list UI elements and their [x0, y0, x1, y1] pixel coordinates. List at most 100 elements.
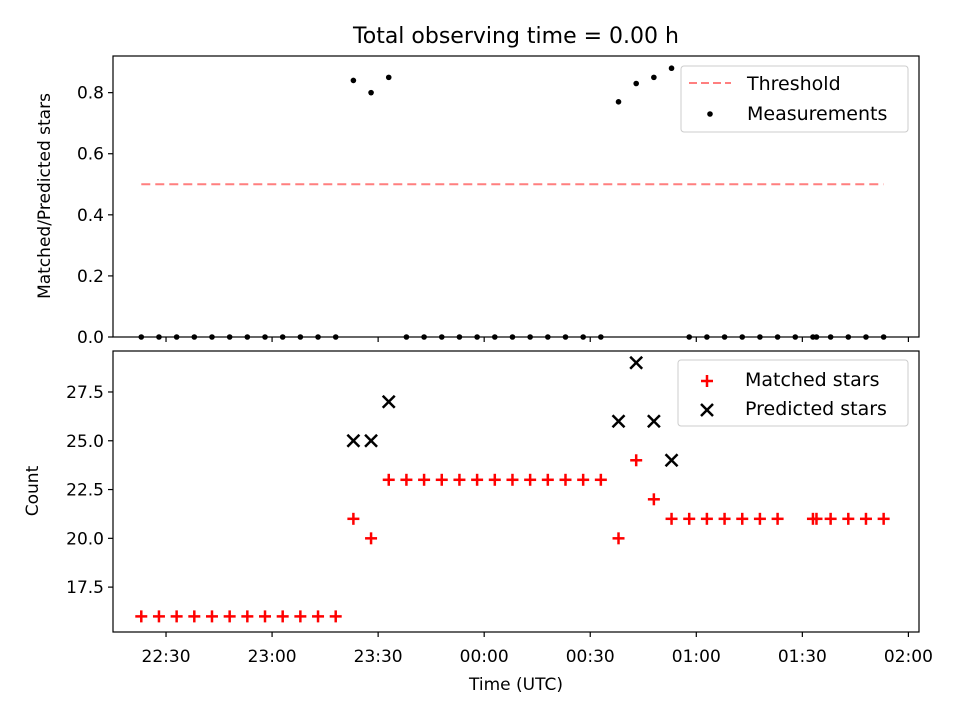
x-tick-label: 01:00 — [672, 647, 721, 667]
x-tick-label: 22:30 — [142, 647, 191, 667]
matched-stars-point — [559, 473, 572, 486]
measurement-point — [315, 334, 321, 340]
top-legend-box — [680, 65, 909, 133]
measurement-point — [209, 334, 215, 340]
bottom-y-tick-label: 17.5 — [66, 578, 104, 598]
predicted-stars-point — [646, 414, 661, 429]
bottom-y-tick-label: 20.0 — [66, 529, 104, 549]
matched-stars-point — [170, 610, 183, 623]
measurement-point — [332, 334, 339, 340]
matched-stars-point — [612, 532, 625, 545]
matched-stars-point — [365, 532, 378, 545]
matched-stars-point — [541, 473, 554, 486]
top-y-tick-label: 0.0 — [77, 328, 104, 348]
measurement-point — [244, 334, 251, 340]
matched-stars-point — [418, 473, 431, 486]
measurement-point — [880, 334, 887, 340]
top-axes-frame — [112, 55, 920, 338]
measurement-point — [863, 334, 869, 340]
matched-stars-point — [471, 473, 484, 486]
measurement-point — [350, 77, 357, 84]
measurement-point — [562, 334, 569, 340]
matched-stars-point — [577, 473, 590, 486]
measurement-point — [421, 334, 427, 340]
bottom-legend-box — [677, 359, 909, 427]
measurement-point — [138, 334, 145, 340]
measurement-point — [721, 334, 728, 340]
top-y-tick-label: 0.8 — [77, 84, 104, 104]
predicted-legend-label: Predicted stars — [745, 398, 887, 420]
matched-stars-point — [842, 512, 855, 525]
x-tick-label: 23:00 — [248, 647, 297, 667]
x-tick-label: 00:30 — [566, 647, 615, 667]
measurement-point — [491, 334, 498, 340]
bottom-y-tick-label: 27.5 — [66, 383, 104, 403]
bottom-ylabel: Count — [23, 465, 43, 516]
bottom-y-tick-label: 22.5 — [66, 481, 104, 501]
matched-stars-point — [135, 610, 148, 623]
matched-legend-swatch — [701, 375, 713, 387]
bottom-legend: Matched stars Predicted stars — [677, 359, 909, 427]
matched-stars-point — [771, 512, 784, 525]
matched-stars-point — [718, 512, 731, 525]
top-legend: Threshold Measurements — [680, 65, 909, 133]
count-panel: Count 22:30 23:00 23:30 00:00 00:30 01:00 01:3… — [23, 350, 933, 667]
measurement-point — [226, 334, 233, 340]
matched-stars-point — [647, 493, 660, 506]
matched-stars-point — [859, 512, 872, 525]
matched-stars-point — [594, 473, 607, 486]
x-tick-label: 01:30 — [778, 647, 827, 667]
matched-stars-point — [453, 473, 466, 486]
predicted-stars-point — [381, 394, 396, 409]
measurement-point — [474, 334, 480, 340]
measurement-point — [385, 74, 392, 81]
matched-stars-point — [665, 512, 678, 525]
predicted-stars-point — [629, 355, 644, 370]
measurement-point — [262, 334, 268, 340]
measurement-point — [403, 334, 410, 340]
measurement-point — [633, 80, 639, 87]
x-tick-label: 02:00 — [884, 647, 933, 667]
predicted-stars-point — [364, 433, 378, 448]
matched-stars-point — [753, 512, 766, 525]
ratio-panel: Matched/Predicted stars 0.00.20.40.60.8 … — [35, 55, 920, 348]
chart-title: Total observing time = 0.00 h — [352, 24, 679, 49]
matched-stars-point — [188, 610, 201, 623]
matched-stars-point — [877, 512, 890, 525]
matched-stars-point — [241, 610, 254, 623]
bottom-y-tick-label: 25.0 — [66, 432, 104, 452]
matched-stars-point — [736, 512, 749, 525]
measurement-point — [173, 334, 180, 340]
matched-stars-point — [824, 512, 837, 525]
measurement-point — [757, 334, 763, 340]
top-y-tick-label: 0.4 — [77, 206, 104, 226]
threshold-legend-label: Threshold — [746, 73, 841, 95]
measurement-point — [774, 334, 781, 340]
measurement-point — [598, 334, 604, 340]
measurement-point — [651, 74, 657, 81]
matched-stars-point — [259, 610, 272, 623]
measurements-legend-label: Measurements — [747, 103, 887, 125]
matched-stars-point — [205, 610, 218, 623]
x-tick-label: 00:00 — [460, 647, 509, 667]
x-tick-label: 23:30 — [354, 647, 403, 667]
measurement-point — [845, 334, 852, 340]
predicted-stars-point — [611, 414, 626, 429]
matched-stars-point — [152, 610, 165, 623]
predicted-legend-swatch — [700, 403, 714, 417]
measurement-point — [509, 334, 516, 340]
matched-stars-point — [276, 610, 289, 623]
matched-stars-point — [400, 473, 413, 486]
matched-stars-point — [223, 610, 236, 623]
matched-stars-point — [329, 610, 342, 623]
measurement-point — [527, 334, 533, 340]
measurement-point — [704, 334, 710, 340]
matched-stars-point — [700, 512, 713, 525]
matched-stars-point — [683, 512, 696, 525]
measurement-point — [279, 334, 286, 340]
x-axis-label: Time (UTC) — [468, 675, 563, 695]
measurements-legend-swatch — [707, 111, 713, 117]
measurement-point — [297, 334, 304, 340]
measurement-point — [739, 334, 746, 340]
